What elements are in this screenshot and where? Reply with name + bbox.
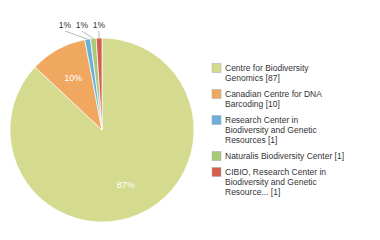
data-label: 10% bbox=[64, 73, 82, 83]
pie-slice bbox=[10, 38, 194, 222]
leader-line bbox=[65, 31, 88, 39]
legend-label: Centre for BiodiversityGenomics [87] bbox=[225, 63, 309, 83]
data-labels: 87% 10% 1% 1% 1% bbox=[59, 20, 135, 190]
pie-slice bbox=[96, 38, 102, 130]
leader-line bbox=[82, 31, 93, 38]
legend-label-line: Research Center in bbox=[225, 115, 299, 125]
legend-label-line: Biodiversity and Genetic bbox=[225, 177, 317, 187]
leader-line bbox=[98, 31, 99, 38]
legend-label: Naturalis Biodiversity Center [1] bbox=[225, 151, 344, 161]
legend-swatch bbox=[212, 90, 221, 99]
legend-item: Research Center inBiodiversity and Genet… bbox=[212, 115, 317, 145]
data-label: 1% bbox=[59, 20, 72, 30]
chart: 87% 10% 1% 1% 1% Centre for BiodiversityGenom… bbox=[0, 0, 380, 240]
legend-item: Naturalis Biodiversity Center [1] bbox=[212, 151, 344, 161]
legend-label-line: CIBIO, Research Center in bbox=[225, 167, 326, 177]
data-label: 1% bbox=[76, 20, 89, 30]
legend-label-line: Centre for Biodiversity bbox=[225, 63, 309, 73]
legend-item: CIBIO, Research Center inBiodiversity an… bbox=[212, 167, 326, 197]
legend-swatch bbox=[212, 168, 221, 177]
legend-swatch bbox=[212, 116, 221, 125]
legend-label-line: Canadian Centre for DNA bbox=[225, 89, 322, 99]
pie-slice bbox=[90, 38, 102, 130]
legend-swatch bbox=[212, 64, 221, 73]
legend-label-line: Resource... [1] bbox=[225, 187, 280, 197]
legend-swatch bbox=[212, 152, 221, 161]
legend-label-line: Biodiversity and Genetic bbox=[225, 125, 317, 135]
legend-label-line: Naturalis Biodiversity Center [1] bbox=[225, 151, 344, 161]
legend-label: CIBIO, Research Center inBiodiversity an… bbox=[225, 167, 326, 197]
legend: Centre for BiodiversityGenomics [87] Cana… bbox=[212, 63, 344, 197]
legend-item: Centre for BiodiversityGenomics [87] bbox=[212, 63, 309, 83]
legend-label-line: Barcoding [10] bbox=[225, 99, 280, 109]
legend-item: Canadian Centre for DNABarcoding [10] bbox=[212, 89, 322, 109]
legend-label-line: Genomics [87] bbox=[225, 73, 280, 83]
legend-label: Canadian Centre for DNABarcoding [10] bbox=[225, 89, 322, 109]
data-label: 87% bbox=[117, 180, 135, 190]
pie bbox=[10, 38, 194, 222]
data-label: 1% bbox=[93, 20, 106, 30]
legend-label-line: Resources [1] bbox=[225, 135, 277, 145]
pie-slice bbox=[35, 40, 102, 130]
pie-slice bbox=[85, 39, 102, 130]
legend-label: Research Center inBiodiversity and Genet… bbox=[225, 115, 317, 145]
